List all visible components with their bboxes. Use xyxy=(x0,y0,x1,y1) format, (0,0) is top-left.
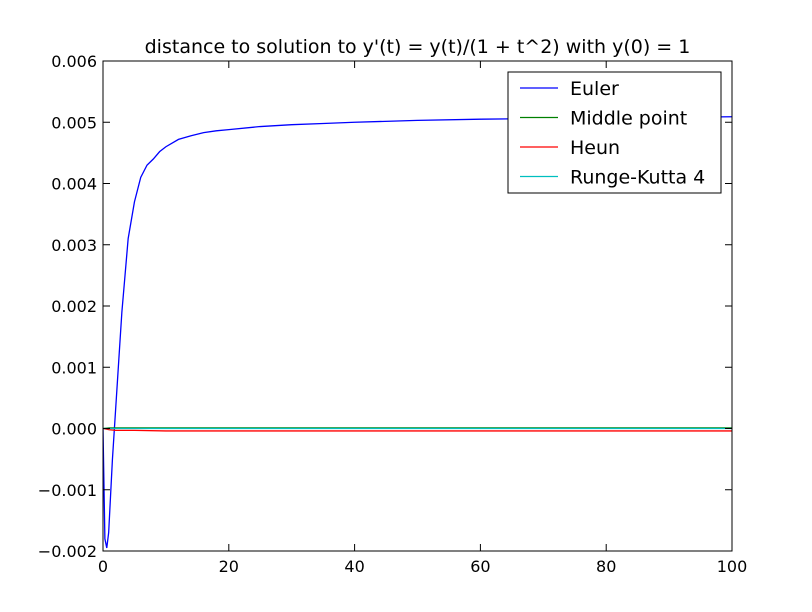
legend-label: Heun xyxy=(570,137,620,159)
x-tick-label: 40 xyxy=(344,557,364,576)
y-tick-label: 0.000 xyxy=(51,420,97,439)
legend-box xyxy=(507,71,722,194)
y-tick-label: −0.001 xyxy=(38,481,97,500)
series-line-euler xyxy=(103,116,732,549)
y-tick-label: 0.002 xyxy=(51,297,97,316)
y-tick-label: −0.002 xyxy=(38,542,97,561)
y-tick-label: 0.006 xyxy=(51,52,97,71)
legend-label: Euler xyxy=(570,78,619,100)
x-tick-label: 100 xyxy=(717,557,748,576)
legend: Euler Middle point Heun Runge-Kutta 4 xyxy=(507,71,722,194)
y-axis: −0.002 −0.001 0.000 0.001 0.002 0.003 0.004 0.0… xyxy=(38,52,732,561)
series-line-heun xyxy=(103,427,732,432)
y-tick-label: 0.003 xyxy=(51,236,97,255)
y-tick-label: 0.004 xyxy=(51,175,97,194)
plot-area xyxy=(102,60,733,552)
chart-title: distance to solution to y'(t) = y(t)/(1 … xyxy=(145,36,691,58)
x-tick-label: 0 xyxy=(98,557,108,576)
legend-label: Runge-Kutta 4 xyxy=(570,167,705,189)
y-tick-label: 0.001 xyxy=(51,358,97,377)
x-tick-label: 20 xyxy=(219,557,239,576)
x-tick-label: 60 xyxy=(470,557,490,576)
x-axis: 0 20 40 60 80 100 xyxy=(98,61,747,576)
y-tick-label: 0.005 xyxy=(51,113,97,132)
x-tick-label: 80 xyxy=(596,557,616,576)
legend-label: Middle point xyxy=(570,108,687,130)
